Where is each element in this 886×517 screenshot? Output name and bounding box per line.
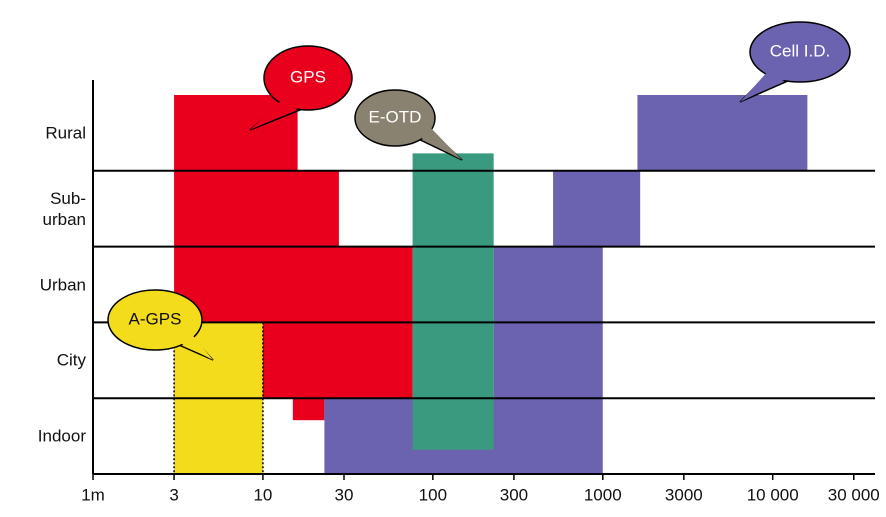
y-category-label: Sub- urban [42,188,86,229]
callout-cover [740,69,790,102]
range-bar [412,170,494,247]
callout-cover [250,97,305,130]
x-tick-label: 3 [169,485,178,504]
range-bar [553,170,641,247]
x-tick-label: 30 [335,485,354,504]
x-tick-label: 10 000 [747,485,799,504]
legend-label: E-OTD [369,107,422,126]
y-category-label: Indoor [37,426,86,446]
x-tick-label: 100 [419,485,447,504]
x-tick-label: 10 [253,485,272,504]
callout-bubble [107,289,203,351]
legend-label: GPS [290,67,326,86]
range-bar [412,153,494,171]
series-callout: A-GPS [107,289,214,361]
x-tick-label: 1m [81,485,105,504]
y-category-label: Rural [45,123,86,143]
range-bar [292,398,325,421]
range-bar [412,246,494,323]
x-tick-label: 1000 [584,485,622,504]
callout-cover [172,332,213,360]
x-tick-label: 30 000 [828,485,880,504]
range-bar [174,398,263,474]
x-tick-label: 3000 [665,485,703,504]
range-bar [412,322,494,399]
legend-label: A-GPS [129,309,182,328]
y-category-label: Urban [39,275,86,294]
range-bar [637,95,808,171]
x-tick-label: 300 [500,485,528,504]
range-bar [174,170,339,247]
callout-bubble [749,21,851,83]
range-bar [493,246,603,323]
callout-bubble [263,45,353,111]
series-callout: GPS [249,45,353,131]
series-callout: Cell I.D. [739,21,851,103]
legend-label: Cell I.D. [770,41,830,60]
y-category-label: City [56,350,86,370]
range-bar [493,322,603,399]
series-callout: E-OTD [354,89,463,161]
range-bar [174,246,413,323]
callout-cover [412,125,462,160]
range-bar [412,398,494,450]
